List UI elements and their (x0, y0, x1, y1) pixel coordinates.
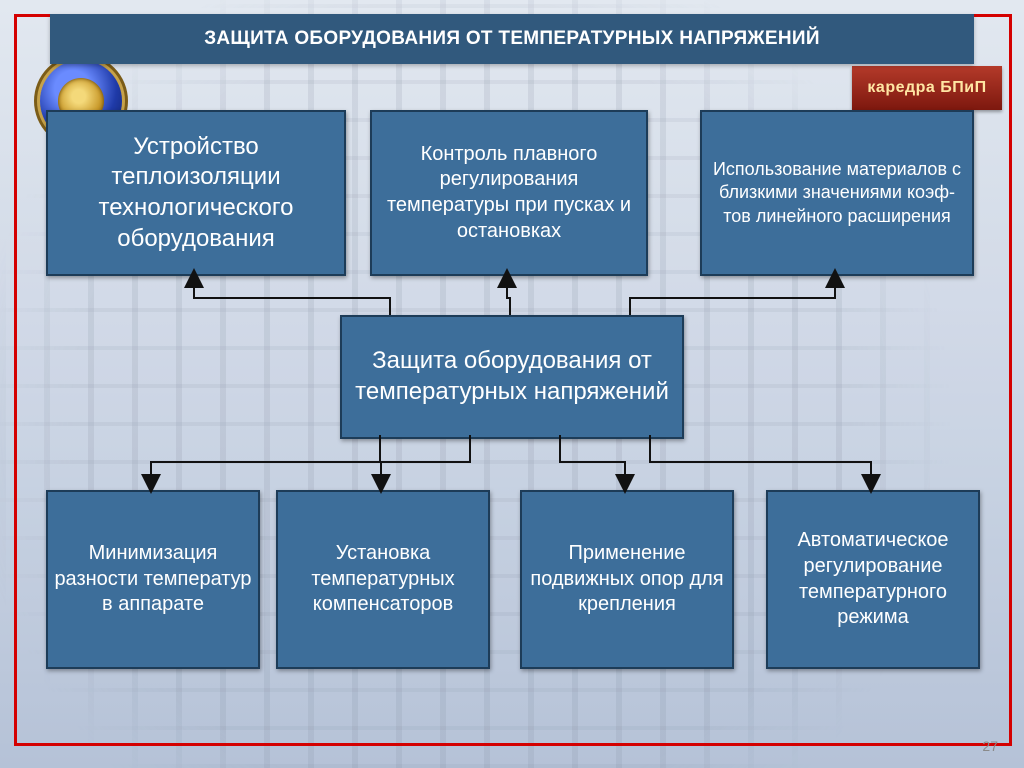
top-node-0-text: Устройство теплоизоляции технологическог… (48, 126, 344, 261)
bottom-node-2: Применение подвижных опор для крепления (520, 490, 734, 669)
bottom-node-3: Автоматическое регулирование температурн… (766, 490, 980, 669)
department-badge-text: каредра БПиП (867, 79, 986, 97)
top-node-1: Контроль плавного регулирования температ… (370, 110, 648, 276)
bottom-node-1-text: Установка температурных компенсаторов (278, 535, 488, 624)
slide-title: ЗАЩИТА ОБОРУДОВАНИЯ ОТ ТЕМПЕРАТУРНЫХ НАП… (204, 28, 820, 50)
bottom-node-0: Минимизация разности температур в аппара… (46, 490, 260, 669)
top-node-1-text: Контроль плавного регулирования температ… (372, 136, 646, 250)
department-badge: каредра БПиП (852, 66, 1002, 110)
page-number: 27 (982, 738, 998, 754)
top-node-2: Использование материалов с близкими знач… (700, 110, 974, 276)
top-node-0: Устройство теплоизоляции технологическог… (46, 110, 346, 276)
bottom-node-2-text: Применение подвижных опор для крепления (522, 535, 732, 624)
center-node-text: Защита оборудования от температурных нап… (342, 340, 682, 413)
slide: каредра БПиП ЗАЩИТА ОБОРУДОВАНИЯ ОТ ТЕМП… (0, 0, 1024, 768)
top-node-2-text: Использование материалов с близкими знач… (702, 152, 972, 233)
bottom-node-3-text: Автоматическое регулирование температурн… (768, 522, 978, 636)
bottom-node-0-text: Минимизация разности температур в аппара… (48, 535, 258, 624)
center-node: Защита оборудования от температурных нап… (340, 315, 684, 439)
title-bar: ЗАЩИТА ОБОРУДОВАНИЯ ОТ ТЕМПЕРАТУРНЫХ НАП… (50, 14, 974, 64)
bottom-node-1: Установка температурных компенсаторов (276, 490, 490, 669)
